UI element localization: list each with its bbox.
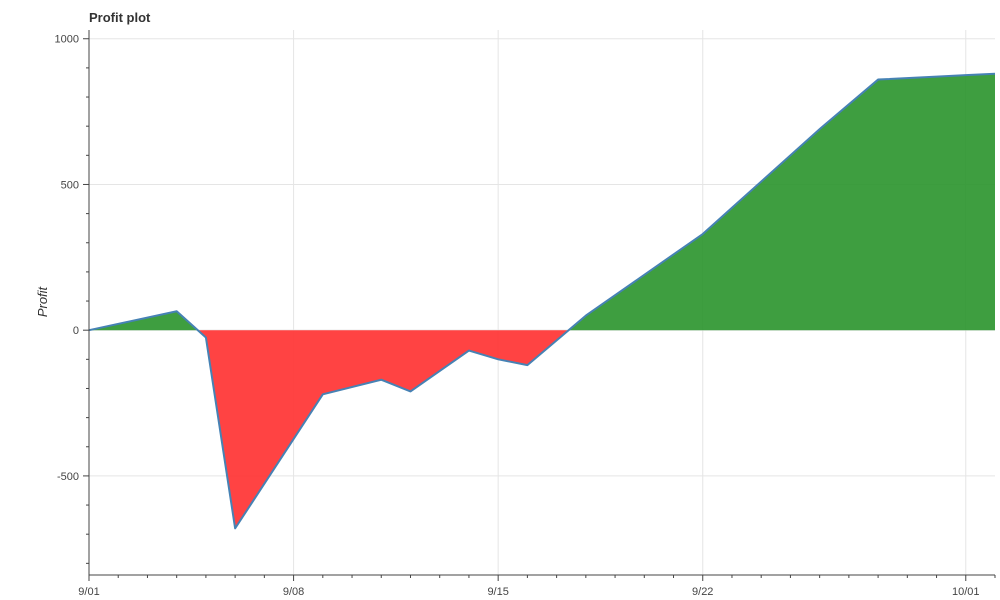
profit-line [88,72,996,530]
data-point [468,350,470,352]
data-point [409,390,411,392]
data-point [526,364,528,366]
data-point [614,294,616,296]
area-layer [89,73,995,529]
y-tick-label: -500 [57,471,79,483]
data-point [234,527,236,529]
data-point [497,358,499,360]
data-point [877,79,879,81]
x-tick-label: 10/01 [952,586,980,598]
data-point [819,128,821,130]
data-point [936,76,938,78]
y-tick-label: 0 [73,325,79,337]
data-point [702,233,704,235]
axis-layer: -500 0 500 1000 9/01 9/08 9/15 9/22 10/01 [55,30,996,598]
data-point [380,379,382,381]
data-point [994,73,996,75]
data-point [205,336,207,338]
x-tick-label: 9/22 [692,586,713,598]
profit-area [568,73,995,331]
x-tick-label: 9/08 [283,586,304,598]
loss-area [197,330,569,529]
data-point [585,315,587,317]
data-point [731,207,733,209]
x-tick-label: 9/01 [78,586,99,598]
x-tick-label: 9/15 [487,586,508,598]
data-point [965,74,967,76]
y-axis-label: Profit [35,285,50,317]
data-point [322,393,324,395]
chart-title: Profit plot [89,10,151,25]
line-layer [88,72,996,530]
profit-area [89,311,198,331]
y-tick-label: 1000 [55,34,79,46]
data-point [176,310,178,312]
y-tick-label: 500 [61,179,79,191]
